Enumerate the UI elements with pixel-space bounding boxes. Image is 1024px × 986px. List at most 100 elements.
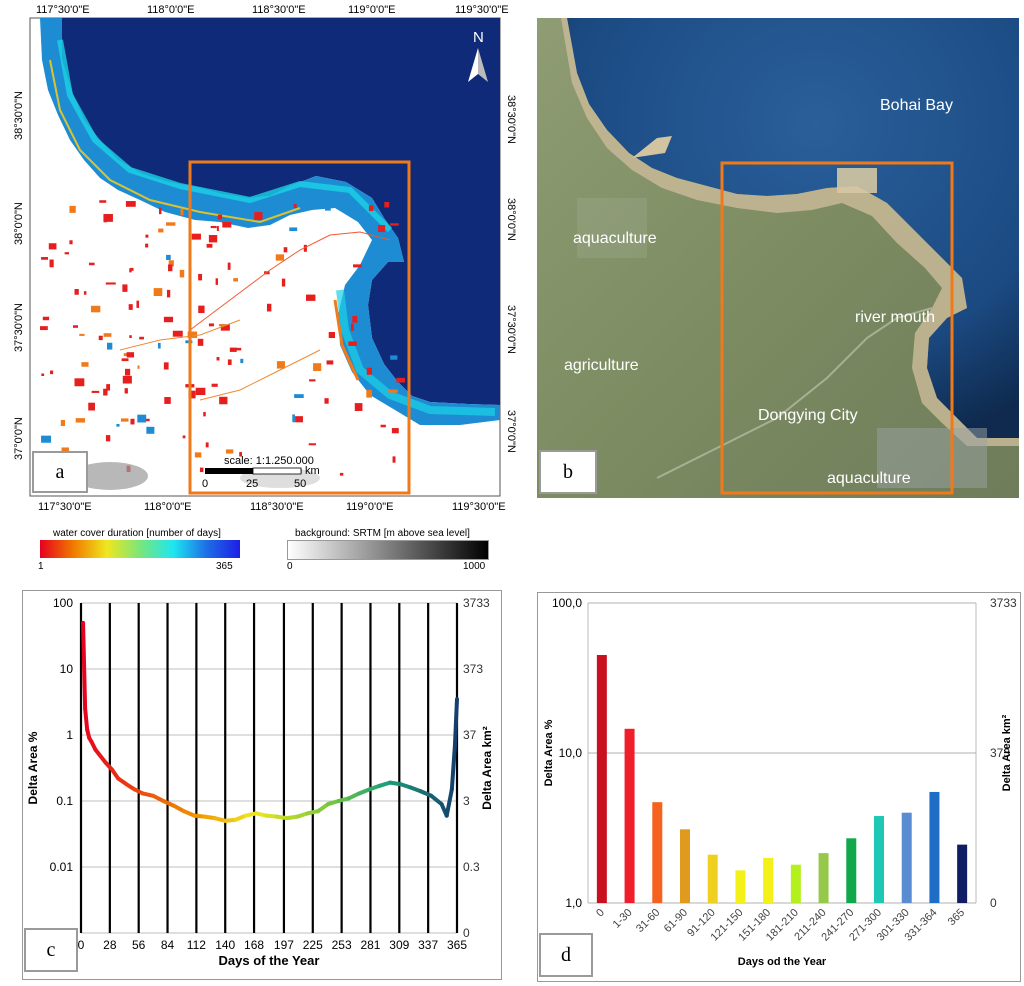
- water-patch: [227, 359, 232, 365]
- legend-srtm-gradient: [287, 540, 489, 560]
- y-tick-left: 0.01: [50, 860, 74, 874]
- water-patch: [90, 305, 101, 313]
- water-patch: [353, 264, 362, 268]
- water-patch: [188, 390, 196, 399]
- bar: [652, 802, 663, 903]
- x-tick: 337: [418, 938, 438, 952]
- water-patch: [195, 387, 206, 395]
- water-patch: [366, 367, 372, 375]
- water-patch: [187, 331, 198, 338]
- water-patch: [121, 358, 129, 362]
- water-patch: [105, 282, 116, 285]
- water-patch: [182, 435, 186, 439]
- svg-text:25: 25: [246, 478, 258, 490]
- water-cover-map: N scale: 1:1.250.000 km 0 25 50 117°30'0…: [13, 4, 517, 513]
- coastal-band: [40, 18, 500, 425]
- water-patch: [180, 208, 184, 216]
- y-tick-right: 3733: [463, 596, 490, 610]
- water-patch: [64, 252, 70, 255]
- water-patch: [74, 289, 79, 295]
- water-patch: [164, 397, 171, 404]
- water-patch: [91, 390, 100, 393]
- bar: [929, 791, 940, 903]
- water-patch: [69, 240, 73, 245]
- water-patch: [40, 326, 48, 331]
- x-tick: 0: [594, 907, 607, 920]
- svg-text:km: km: [305, 465, 320, 477]
- water-patch: [137, 414, 147, 423]
- water-patch: [324, 398, 329, 404]
- lat-tick-left: 37°0'0"N: [13, 417, 25, 460]
- water-patch: [368, 205, 374, 212]
- lat-tick-right: 38°0'0"N: [505, 198, 517, 241]
- x-tick: 31-60: [634, 907, 662, 935]
- water-patch: [126, 352, 135, 358]
- water-patch: [295, 416, 303, 423]
- lon-tick-top: 117°30'0"E: [36, 4, 90, 16]
- lon-tick-bottom: 118°30'0"E: [250, 501, 304, 513]
- water-patch: [69, 205, 76, 213]
- water-patch: [206, 243, 213, 248]
- water-patch: [158, 342, 161, 349]
- water-patch: [203, 411, 206, 417]
- water-patch: [198, 273, 203, 281]
- water-patch: [88, 402, 95, 411]
- legend-water-duration: water cover duration [number of days] 1 …: [38, 528, 248, 578]
- water-patch: [225, 449, 234, 454]
- x-tick: 0: [78, 938, 85, 952]
- y-axis-label-right: Delta Area km²: [480, 726, 494, 810]
- x-tick: 1-30: [611, 907, 635, 931]
- bar: [874, 816, 884, 903]
- y-tick-left: 100,0: [552, 596, 582, 610]
- legend-water-title: water cover duration [number of days]: [53, 528, 221, 539]
- water-patch: [390, 223, 399, 226]
- water-patch: [227, 262, 231, 270]
- water-patch: [41, 257, 49, 260]
- water-patch: [339, 472, 344, 476]
- water-patch: [172, 330, 183, 337]
- panel-letter-a: a: [32, 451, 88, 493]
- water-patch: [240, 358, 244, 364]
- water-patch: [210, 225, 217, 229]
- series-segment: [452, 697, 459, 748]
- lat-tick-right: 37°0'0"N: [505, 410, 517, 453]
- water-patch: [48, 243, 57, 250]
- water-patch: [72, 325, 78, 328]
- bar: [735, 870, 746, 903]
- bar: [763, 857, 774, 903]
- bar: [846, 838, 857, 903]
- x-tick: 365: [447, 938, 467, 952]
- lon-tick-top: 118°0'0"E: [147, 4, 195, 16]
- lat-tick-left: 37°30'0"N: [13, 303, 25, 352]
- water-patch: [128, 304, 133, 310]
- water-patch: [122, 375, 132, 384]
- bar: [596, 655, 607, 903]
- y-tick-left: 100: [53, 596, 73, 610]
- water-patch: [145, 243, 149, 248]
- bar: [957, 844, 968, 903]
- water-patch: [208, 323, 214, 327]
- lon-tick-bottom: 117°30'0"E: [38, 501, 92, 513]
- water-patch: [328, 331, 335, 339]
- water-patch: [74, 378, 85, 387]
- lon-tick-bottom: 119°30'0"E: [452, 501, 506, 513]
- panel-a: N scale: 1:1.250.000 km 0 25 50 117°30'0…: [0, 0, 520, 530]
- water-patch: [163, 316, 174, 323]
- water-patch: [79, 333, 85, 336]
- water-patch: [378, 225, 386, 233]
- label-dongying-city: Dongying City: [758, 407, 858, 424]
- north-label: N: [473, 29, 484, 46]
- water-patch: [41, 435, 52, 443]
- water-patch: [137, 365, 140, 369]
- water-patch: [124, 388, 128, 394]
- water-patch: [139, 336, 144, 340]
- water-patch: [158, 228, 164, 233]
- water-patch: [168, 260, 174, 267]
- water-patch: [324, 206, 331, 211]
- water-patch: [103, 219, 107, 223]
- panel-d: 100,0 10,0 1,0 3733 373 0 0 1-30 31-60 61-90 91-12…: [537, 592, 1021, 982]
- y-tick-left: 10: [60, 662, 74, 676]
- lat-tick-left: 38°0'0"N: [13, 202, 25, 245]
- lat-tick-right: 37°30'0"N: [505, 305, 517, 354]
